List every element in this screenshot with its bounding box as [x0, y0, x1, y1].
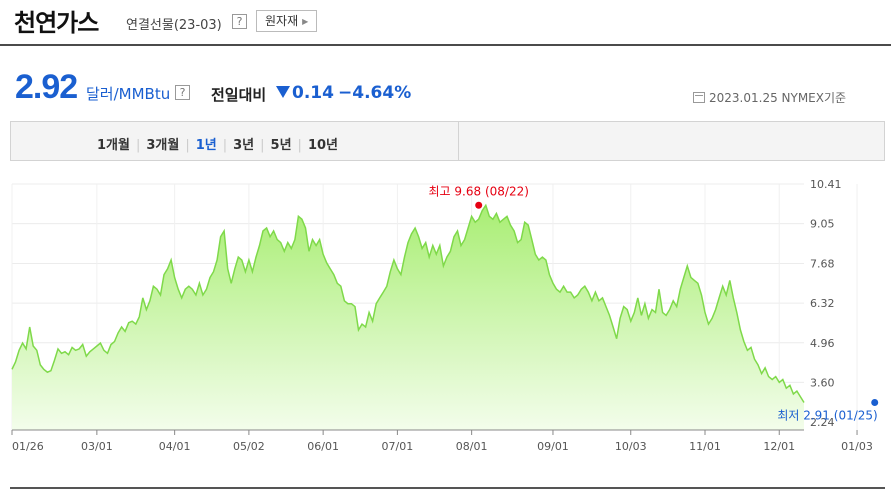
x-tick-label-2: 04/01: [159, 440, 191, 453]
period-separator: |: [135, 138, 141, 153]
period-tab-1[interactable]: 3개월: [146, 138, 180, 153]
period-selector: 1개월 | 3개월 | 1년 | 3년 | 5년 | 10년: [10, 121, 885, 161]
x-tick-label-11: 01/03: [841, 440, 873, 453]
date-info: 2023.01.25 NYMEX기준: [693, 89, 846, 106]
current-price: 2.92: [15, 68, 78, 106]
x-tick-label-6: 08/01: [456, 440, 488, 453]
price-change-percent: −4.64%: [338, 83, 412, 103]
period-separator: |: [297, 138, 302, 153]
x-tick-label-8: 10/03: [615, 440, 647, 453]
x-tick-label-1: 03/01: [81, 440, 113, 453]
period-tab-4[interactable]: 5년: [270, 138, 292, 153]
x-tick-label-10: 12/01: [763, 440, 795, 453]
high-label: 최고 9.68 (08/22): [429, 184, 529, 198]
page-title: 천연가스: [14, 9, 99, 37]
contract-subtitle: 연결선물(23-03): [126, 18, 222, 33]
x-tick-label-5: 07/01: [382, 440, 414, 453]
area-fill: [12, 205, 804, 430]
x-tick-label-4: 06/01: [307, 440, 339, 453]
y-tick-label-2: 7.68: [810, 258, 835, 271]
y-tick-label-5: 3.60: [810, 376, 835, 389]
period-tab-3[interactable]: 3년: [233, 138, 255, 153]
y-tick-label-3: 6.32: [810, 297, 835, 310]
low-point: [871, 398, 879, 406]
y-tick-label-1: 9.05: [810, 218, 835, 231]
price-unit: 달러/MMBtu: [86, 85, 171, 103]
period-tab-2[interactable]: 1년: [195, 138, 217, 153]
period-separator: |: [185, 138, 190, 153]
prev-day-label: 전일대비: [211, 86, 267, 104]
high-point: [475, 201, 483, 209]
down-triangle-icon: [276, 86, 290, 98]
y-tick-label-4: 4.96: [810, 337, 835, 350]
x-tick-label-0: 01/26: [12, 440, 44, 453]
x-tick-label-3: 05/02: [233, 440, 265, 453]
price-change: 0.14: [276, 83, 334, 103]
date-info-text: 2023.01.25 NYMEX기준: [709, 91, 847, 105]
period-separator: |: [222, 138, 228, 153]
period-separator: |: [260, 138, 265, 153]
calendar-icon: [693, 92, 705, 103]
period-tab-0[interactable]: 1개월: [97, 138, 130, 153]
period-tab-5[interactable]: 10년: [307, 138, 338, 153]
raw-material-button[interactable]: 원자재 ▶: [256, 10, 318, 32]
divider: [458, 122, 459, 160]
price-line: [11, 203, 805, 403]
x-tick-label-9: 11/01: [689, 440, 721, 453]
x-tick-label-7: 09/01: [537, 440, 569, 453]
price-change-value: 0.14: [292, 83, 334, 103]
period-tabs: 1개월 | 3개월 | 1년 | 3년 | 5년 | 10년: [97, 134, 338, 153]
header: 천연가스 연결선물(23-03) ? 원자재 ▶: [0, 0, 891, 46]
unit-help-icon[interactable]: ?: [175, 85, 190, 100]
low-label: 최저 2.91 (01/25): [777, 408, 877, 422]
raw-material-label: 원자재: [265, 14, 299, 28]
footer-divider: [10, 487, 885, 489]
y-tick-label-0: 10.41: [810, 178, 842, 191]
price-chart: 01/26 03/01 04/01 05/02 06/01 07/01 08/01 09/01…: [11, 178, 879, 453]
help-icon[interactable]: ?: [232, 14, 247, 29]
y-tick-label-6: 2.24: [810, 416, 835, 429]
arrow-right-icon: ▶: [302, 17, 309, 26]
